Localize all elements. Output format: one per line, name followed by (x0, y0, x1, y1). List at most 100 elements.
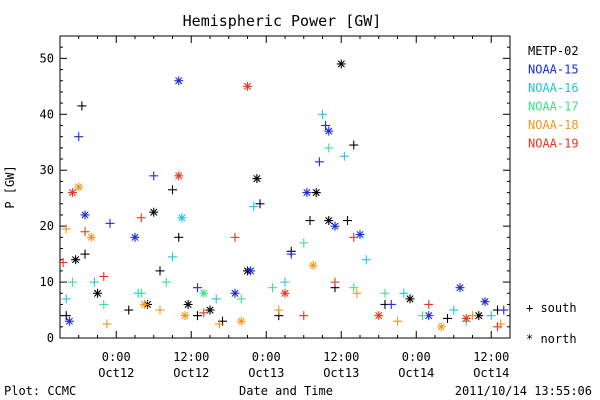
data-point-south (136, 213, 146, 223)
data-point-north (405, 294, 415, 304)
data-point-south (236, 294, 246, 304)
data-point-south (61, 224, 71, 234)
data-point-south (443, 313, 452, 323)
data-point-south (343, 216, 352, 226)
data-point-south (174, 232, 184, 242)
data-point-south (102, 319, 112, 329)
data-point-north (205, 305, 215, 315)
x-axis-label: Date and Time (239, 384, 333, 398)
data-point-south (136, 288, 146, 298)
data-point-south (286, 249, 296, 259)
legend-entry: NOAA-16 (528, 81, 579, 95)
data-point-south (399, 288, 409, 298)
data-point-south (380, 288, 390, 298)
data-point-south (161, 277, 171, 287)
data-point-south (80, 249, 90, 259)
data-point-south (255, 199, 265, 209)
data-point-south (149, 171, 159, 181)
x-tick-label-time: 0:00 (402, 350, 431, 364)
data-point-north (199, 288, 209, 298)
x-tick-label-time: 12:00 (473, 350, 509, 364)
data-point-north (139, 299, 149, 309)
x-tick-label-time: 0:00 (102, 350, 131, 364)
data-point-north (64, 316, 74, 326)
x-tick-label-time: 0:00 (252, 350, 281, 364)
data-point-north (236, 316, 246, 326)
marker-legend: + south * north (526, 301, 577, 346)
data-point-south (386, 299, 396, 309)
data-point-south (330, 277, 340, 287)
data-point-south (299, 238, 309, 248)
data-point-south (349, 232, 359, 242)
data-point-south (318, 109, 327, 119)
x-tick-label-date: Oct12 (98, 366, 134, 380)
data-point-north (311, 188, 321, 198)
data-point-north (68, 188, 77, 198)
y-tick-label: 30 (40, 163, 54, 177)
data-point-south (274, 305, 284, 315)
data-point-north (243, 81, 252, 91)
data-point-south (155, 305, 165, 315)
data-point-north (174, 76, 184, 86)
data-point-south (68, 277, 77, 287)
data-point-south (168, 185, 177, 195)
data-point-south (418, 311, 427, 321)
data-point-south (168, 252, 177, 262)
data-point-north (330, 221, 340, 231)
data-point-south (424, 299, 434, 309)
data-point-south (352, 288, 362, 298)
data-point-north (80, 210, 90, 220)
x-tick-label-date: Oct12 (173, 366, 209, 380)
data-point-north (424, 311, 434, 321)
data-point-south (89, 277, 99, 287)
data-point-north (93, 288, 102, 298)
chart-title: Hemispheric Power [GW] (183, 12, 382, 30)
data-point-south (58, 258, 68, 267)
data-point-north (230, 288, 240, 298)
data-point-south (305, 216, 315, 226)
data-point-north (324, 126, 334, 136)
legend-entry: NOAA-17 (528, 100, 579, 114)
data-point-north (336, 59, 346, 69)
data-point-north (308, 260, 318, 270)
legend-entry: METP-02 (528, 44, 579, 58)
data-point-north (480, 297, 490, 307)
data-point-south (99, 299, 109, 309)
legend-entry: NOAA-18 (528, 118, 579, 132)
data-point-south (493, 322, 502, 332)
data-point-south (393, 316, 402, 326)
data-point-south (314, 157, 324, 167)
data-point-south (349, 283, 359, 293)
data-point-north (374, 311, 384, 321)
legend-entry: NOAA-19 (528, 137, 579, 151)
data-point-north (86, 232, 96, 242)
y-tick-label: 20 (40, 219, 54, 233)
x-tick-label-time: 12:00 (323, 350, 359, 364)
data-point-south (105, 218, 115, 228)
data-point-north (280, 288, 290, 298)
data-point-north (174, 171, 184, 181)
data-point-north (74, 182, 84, 192)
x-tick-label-date: Oct13 (323, 366, 359, 380)
data-point-north (355, 230, 365, 240)
data-point-south (449, 305, 459, 315)
plot-credit: Plot: CCMC (4, 384, 76, 398)
y-tick-label: 10 (40, 275, 54, 289)
legend: METP-02 NOAA-15 NOAA-16 NOAA-17 NOAA-18 NOAA-… (528, 44, 579, 151)
data-point-north (180, 311, 190, 321)
data-point-south (324, 143, 334, 153)
marker-legend-south: + south (526, 301, 577, 315)
data-point-north (302, 188, 312, 198)
data-point-north (455, 283, 465, 293)
data-point-south (193, 283, 202, 293)
data-point-south (299, 311, 309, 321)
data-point-south (211, 294, 221, 304)
x-tick-label-date: Oct13 (248, 366, 284, 380)
data-point-south (74, 132, 84, 142)
data-point-north (71, 255, 81, 265)
data-point-south (155, 266, 165, 276)
data-point-north (177, 213, 187, 223)
y-axis-ticks: 0 10 20 30 40 50 (40, 35, 510, 345)
data-points (58, 59, 509, 332)
x-axis-ticks: 0:00 Oct12 12:00 Oct12 0:00 Oct13 12:00 Oct13 0:… (78, 36, 511, 380)
